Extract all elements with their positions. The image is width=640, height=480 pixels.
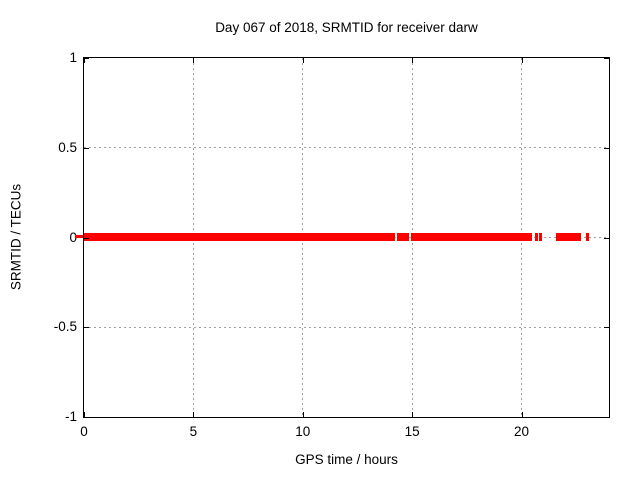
y-tick-right	[604, 147, 609, 149]
series-segment	[411, 232, 533, 241]
y-tick-right	[604, 327, 609, 329]
plot-area	[83, 57, 610, 418]
x-tick-bottom	[193, 412, 195, 417]
series-segment	[539, 232, 542, 241]
y-tick-label: 0	[69, 229, 77, 245]
x-tick-top	[193, 58, 195, 63]
x-tick-top	[521, 58, 523, 63]
series-segment	[555, 232, 581, 241]
x-tick-label: 10	[295, 424, 311, 439]
series-segment	[586, 232, 590, 241]
x-tick-top	[302, 58, 304, 63]
series-segment	[534, 232, 538, 241]
chart-title: Day 067 of 2018, SRMTID for receiver dar…	[215, 20, 478, 35]
y-tick-left	[84, 147, 89, 149]
x-tick-bottom	[84, 412, 85, 417]
y-tick-left	[84, 237, 89, 239]
y-tick-label: -1	[64, 409, 77, 424]
x-tick-top	[84, 58, 85, 63]
y-tick-left	[84, 327, 89, 329]
y-tick-left	[84, 417, 89, 418]
x-tick-label: 5	[189, 424, 198, 439]
series-segment	[84, 232, 395, 241]
y-tick-label: -0.5	[53, 319, 77, 335]
zero-axis-red-dash	[75, 235, 83, 238]
x-tick-bottom	[302, 412, 304, 417]
x-tick-label: 0	[80, 424, 88, 439]
horizontal-gridline	[84, 326, 609, 328]
x-tick-label: 15	[404, 424, 420, 439]
x-axis-label: GPS time / hours	[295, 452, 398, 467]
x-tick-label: 20	[513, 424, 530, 439]
series-segment	[397, 232, 409, 241]
y-tick-left	[84, 58, 89, 59]
y-tick-label: 0.5	[58, 139, 77, 155]
y-tick-right	[604, 417, 609, 418]
y-tick-right	[604, 237, 609, 239]
y-tick-label: 1	[69, 50, 77, 65]
x-tick-bottom	[412, 412, 414, 417]
x-tick-top	[412, 58, 414, 63]
y-tick-right	[604, 58, 609, 59]
x-tick-bottom	[521, 412, 523, 417]
horizontal-gridline	[84, 147, 609, 149]
